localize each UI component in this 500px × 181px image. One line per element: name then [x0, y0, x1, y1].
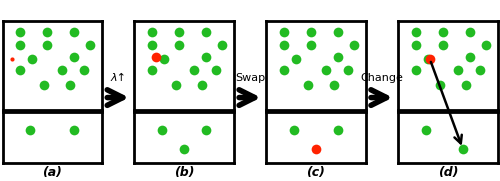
Text: (c): (c): [306, 166, 326, 179]
Text: (b): (b): [174, 166, 195, 179]
Text: (a): (a): [42, 166, 62, 179]
Text: λ↑: λ↑: [110, 73, 126, 83]
Text: Change: Change: [360, 73, 404, 83]
Text: Swap: Swap: [235, 73, 265, 83]
Text: (d): (d): [438, 166, 458, 179]
